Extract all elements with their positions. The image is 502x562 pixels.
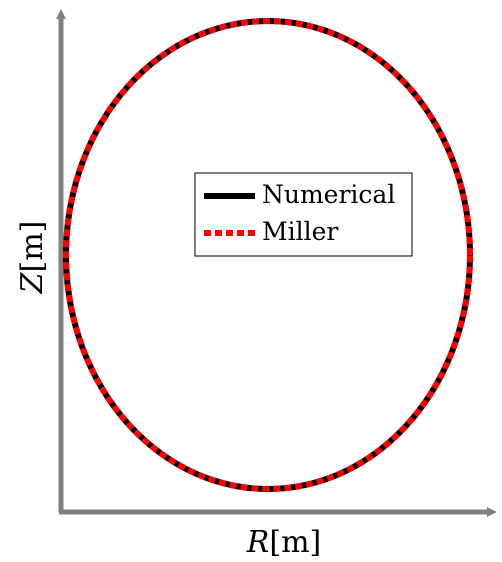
- y-axis-label-var: Z: [15, 271, 50, 294]
- y-axis-label: Z[m]: [15, 221, 50, 295]
- x-axis-label-unit: [m]: [269, 525, 321, 560]
- x-axis-label: R[m]: [246, 525, 321, 560]
- legend-label-miller: Miller: [262, 217, 338, 246]
- legend-label-numerical: Numerical: [262, 180, 395, 209]
- x-axis-label-var: R: [246, 525, 270, 560]
- series-miller-curve: [62, 17, 474, 493]
- legend: Numerical Miller: [194, 172, 413, 257]
- legend-box: [194, 172, 413, 257]
- series-layer: [62, 17, 474, 493]
- y-axis-label-unit: [m]: [15, 221, 50, 273]
